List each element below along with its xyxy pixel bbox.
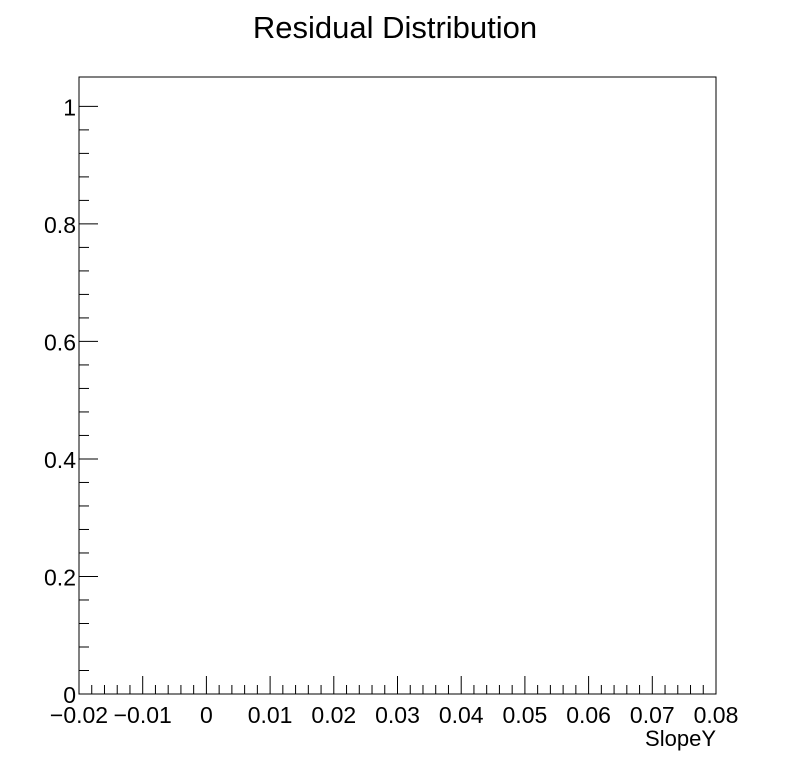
y-tick-label: 0	[63, 682, 76, 708]
chart-title: Residual Distribution	[253, 10, 537, 45]
x-tick-label: 0.04	[439, 702, 484, 728]
x-tick-label: 0.06	[566, 702, 611, 728]
x-tick-label: 0.02	[311, 702, 356, 728]
x-tick-label: 0.07	[630, 702, 675, 728]
y-tick-label: 0.8	[44, 212, 76, 238]
y-axis: 0 0.2 0.4 0.6 0.8 1	[44, 94, 98, 708]
y-tick-label: 0.4	[44, 447, 76, 473]
plot-frame	[78, 76, 717, 695]
x-tick-label: 0.01	[248, 702, 293, 728]
x-tick-label: 0.08	[694, 702, 739, 728]
y-tick-label: 0.2	[44, 564, 76, 590]
x-tick-label: −0.01	[114, 702, 172, 728]
x-tick-label: 0.05	[503, 702, 548, 728]
x-tick-label: −0.02	[50, 702, 108, 728]
y-tick-label: 1	[63, 94, 76, 120]
x-axis-label: SlopeY	[645, 726, 716, 751]
x-tick-label: 0	[200, 702, 213, 728]
x-tick-label: 0.03	[375, 702, 420, 728]
x-axis: −0.02 −0.01 0 0.01 0.02 0.03 0.04 0.05 0.06 0.07 0…	[50, 676, 738, 728]
y-tick-label: 0.6	[44, 329, 76, 355]
